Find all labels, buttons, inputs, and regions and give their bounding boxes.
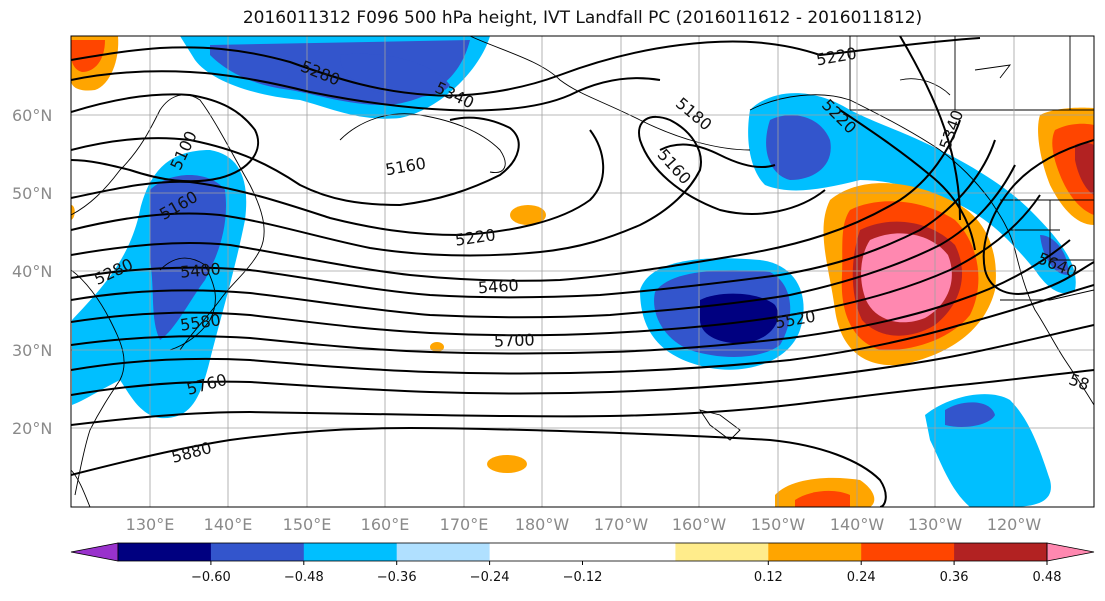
colorbar-swatch [396, 543, 491, 561]
colorbar-swatch [768, 543, 862, 561]
lat-label: 60°N [12, 106, 52, 125]
map-frame [70, 35, 1095, 508]
colorbar-tick-label: 0.48 [1033, 570, 1062, 585]
lon-label: 160°W [672, 515, 727, 534]
lon-label: 170°E [440, 515, 489, 534]
map-plot-area: 5280 5340 5220 5100 5160 5160 5180 5220 … [71, 36, 1094, 507]
gridlines [71, 36, 1094, 507]
colorbar-swatch [489, 543, 583, 561]
colorbar-tick-label: 0.24 [847, 570, 876, 585]
lon-label: 150°E [283, 515, 332, 534]
colorbar-tick-label: −0.36 [377, 570, 417, 585]
lat-label: 50°N [12, 184, 52, 203]
lon-label: 180°W [515, 515, 570, 534]
lon-label: 170°W [594, 515, 649, 534]
colorbar-tick-label: −0.48 [284, 570, 324, 585]
lat-label: 40°N [12, 262, 52, 281]
colorbar-swatch [675, 543, 769, 561]
lon-label: 140°E [204, 515, 253, 534]
contour-label: 5400 [179, 259, 221, 281]
colorbar-swatch [582, 543, 676, 561]
colorbar-swatch [861, 543, 955, 561]
colorbar-tick-label: 0.12 [754, 570, 783, 585]
colorbar-tick-label: −0.24 [470, 570, 510, 585]
colorbar-tick-label: −0.60 [191, 570, 231, 585]
map-title: 2016011312 F096 500 hPa height, IVT Land… [242, 8, 923, 28]
colorbar-extend-max [1046, 542, 1095, 562]
lon-label: 130°W [908, 515, 963, 534]
contour-label: 5700 [494, 330, 535, 350]
colorbar: −0.60 −0.48 −0.36 −0.24 −0.12 0.12 0.24 0.36 0.4… [70, 542, 1095, 585]
lon-label: 160°E [361, 515, 410, 534]
lon-label: 140°W [830, 515, 885, 534]
colorbar-tick-label: −0.12 [563, 570, 603, 585]
lat-label: 30°N [12, 341, 52, 360]
colorbar-swatch [954, 543, 1048, 561]
lon-label: 150°W [751, 515, 806, 534]
colorbar-swatch [210, 543, 305, 561]
colorbar-swatch [118, 543, 212, 561]
lon-label: 120°W [987, 515, 1042, 534]
contour-label: 5460 [477, 276, 519, 298]
ivt-negative-shading [72, 36, 1076, 507]
coastlines [71, 36, 1094, 507]
lat-label: 20°N [12, 419, 52, 438]
longitude-labels: 130°E 140°E 150°E 160°E 170°E 180°W 170°… [126, 515, 1042, 534]
latitude-labels: 60°N 50°N 40°N 30°N 20°N [12, 106, 52, 438]
lon-label: 130°E [126, 515, 175, 534]
colorbar-tick-label: 0.36 [940, 570, 969, 585]
colorbar-swatch [303, 543, 398, 561]
height-contours [71, 36, 1094, 507]
colorbar-extend-min [70, 542, 119, 562]
